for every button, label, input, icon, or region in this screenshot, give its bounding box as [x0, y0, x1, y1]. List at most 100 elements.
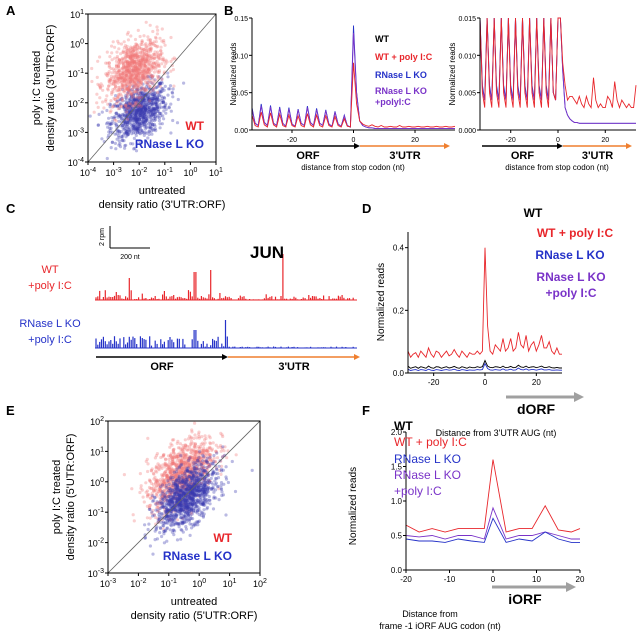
scatter-point — [150, 56, 154, 60]
scatter-point — [152, 477, 156, 481]
scatter-point — [117, 139, 121, 143]
scatter-point — [161, 100, 165, 104]
scatter-point — [130, 132, 134, 136]
scatter-point — [148, 23, 152, 27]
scatter-point — [132, 55, 136, 59]
scatter-point — [135, 82, 139, 86]
scatter-point — [145, 103, 149, 107]
scatter-point — [135, 90, 139, 95]
y-tick-label: 10-2 — [68, 98, 84, 109]
scatter-point — [109, 146, 113, 150]
scatter-point — [150, 105, 154, 109]
x-tick-label: 10-3 — [100, 578, 116, 589]
scatter-point — [147, 43, 151, 47]
scatter-point — [189, 480, 193, 484]
scatter-point — [116, 115, 120, 119]
scatter-point — [155, 99, 159, 104]
y-tick-label: 10-1 — [88, 507, 104, 518]
scatter-point — [116, 107, 120, 111]
scatter-point — [199, 471, 203, 475]
scatter-point — [141, 96, 145, 100]
panel-letter-f: F — [362, 403, 370, 418]
scatter-point — [117, 129, 121, 133]
scatter-point — [111, 104, 115, 108]
scatter-point — [116, 129, 120, 133]
scatter-point — [186, 501, 190, 505]
scatter-point — [139, 47, 143, 51]
scatter-point — [143, 120, 147, 124]
scatter-point — [136, 100, 140, 104]
scatter-point — [125, 110, 129, 114]
scatter-point — [147, 97, 151, 101]
scatter-point — [122, 104, 126, 108]
scatter-point — [98, 55, 102, 59]
scatter-point — [155, 97, 159, 101]
scatter-point — [139, 109, 143, 113]
scatter-point — [113, 103, 117, 107]
scatter-point — [194, 510, 198, 514]
scatter-point — [181, 507, 185, 512]
scatter-point — [121, 105, 125, 109]
scatter-point — [117, 77, 122, 82]
scatter-point — [132, 115, 136, 119]
scatter-point — [132, 126, 137, 130]
scatter-point — [126, 117, 130, 121]
scatter-point — [143, 111, 147, 115]
scatter-point — [139, 95, 143, 99]
track-label-ko-line1: RNase L KO — [19, 318, 81, 330]
scatter-point — [159, 49, 163, 53]
scatter-point — [169, 456, 173, 460]
scatter-point — [188, 445, 192, 449]
scatter-point — [156, 109, 160, 113]
scatter-point — [146, 136, 150, 140]
scatter-point — [152, 93, 156, 97]
scatter-point — [147, 101, 151, 105]
scatter-point — [136, 98, 140, 103]
x-tick-label: 100 — [183, 167, 197, 178]
scatter-point — [145, 102, 149, 106]
scatter-point — [121, 76, 125, 80]
scatter-point — [162, 88, 166, 92]
scatter-point — [124, 74, 128, 78]
scatter-point — [143, 110, 147, 114]
scatter-point — [215, 467, 219, 471]
scatter-point — [105, 61, 109, 65]
scatter-point — [152, 128, 156, 132]
scatter-point — [131, 46, 135, 50]
scatter-point — [127, 126, 132, 130]
scatter-point — [155, 470, 159, 474]
scatter-point — [150, 63, 154, 67]
scatter-point — [139, 80, 143, 84]
scatter-point — [172, 56, 176, 60]
scatter-point — [136, 70, 140, 74]
series-line — [405, 506, 580, 540]
scatter-point — [134, 76, 138, 80]
scatter-point — [140, 114, 145, 118]
scatter-point — [214, 496, 218, 500]
scatter-point — [148, 120, 152, 124]
scatter-point — [108, 55, 112, 59]
scatter-point — [224, 475, 228, 479]
scatter-point — [165, 474, 169, 478]
legend-entry: WT + poly I:C — [375, 52, 433, 62]
scatter-point — [151, 106, 155, 110]
scatter-point — [140, 93, 144, 97]
scatter-point — [124, 131, 128, 135]
scatter-point — [140, 105, 144, 109]
scatter-point — [189, 509, 193, 513]
scatter-point — [160, 122, 164, 126]
scatter-point — [135, 91, 139, 96]
scatter-point — [121, 123, 125, 128]
scatter-point — [133, 113, 137, 118]
scatter-point — [169, 131, 173, 135]
scatter-point — [134, 119, 138, 123]
scatter-point — [129, 76, 133, 80]
scatter-point — [139, 107, 143, 112]
scatter-point — [148, 41, 153, 45]
scatter-point — [152, 108, 157, 112]
scatter-point — [148, 37, 152, 42]
scatter-point — [149, 114, 153, 118]
scatter-point — [147, 98, 151, 103]
scatter-point — [133, 112, 137, 116]
y-axis-label: Normalized reads — [348, 467, 359, 545]
